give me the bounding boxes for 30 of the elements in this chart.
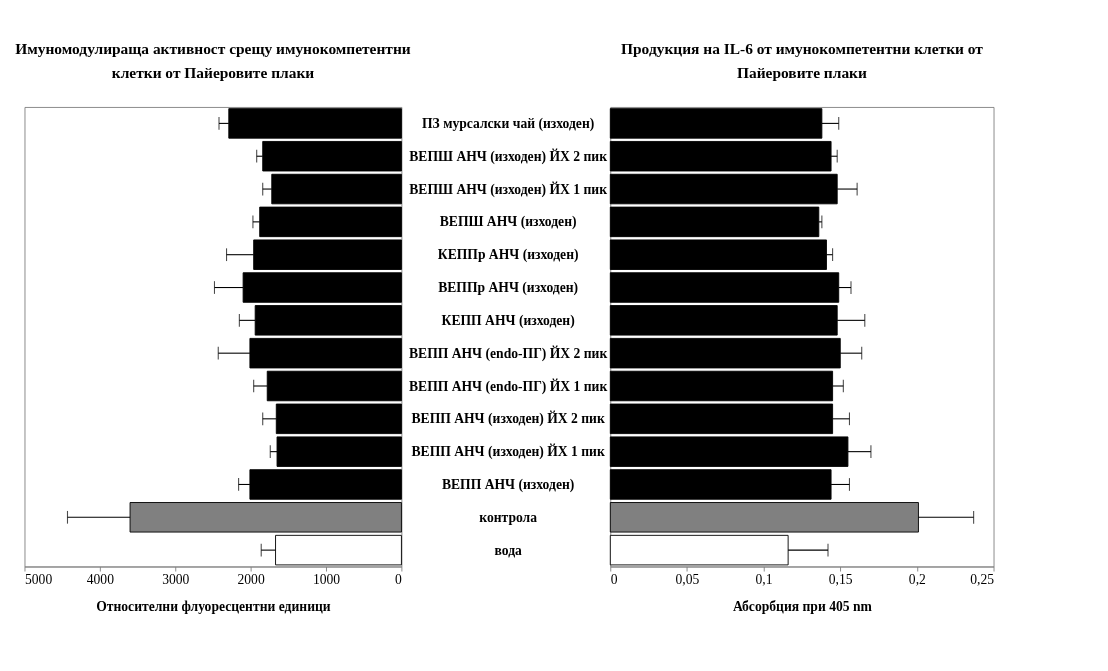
x-tick-label: 0,25	[970, 572, 995, 588]
y-tick-label: ВЕПШ АНЧ (изходен) ЙХ 1 пик	[409, 180, 608, 198]
x-tick-label: 3000	[162, 572, 190, 588]
y-tick-label: ВЕППр АНЧ (изходен)	[438, 280, 579, 297]
y-tick-label: ВЕПП АНЧ (изходен) ЙХ 1 пик	[411, 443, 605, 461]
y-tick-label: ВЕПП АНЧ (изходен) ЙХ 2 пик	[411, 410, 605, 428]
x-tick-label: 0,1	[755, 572, 773, 588]
y-tick-label: ВЕПП АНЧ (endo-ПГ) ЙХ 2 пик	[408, 344, 608, 362]
y-tick-label: ПЗ мурсалски чай (изходен)	[422, 115, 595, 132]
y-tick-label: ВЕПП АНЧ (изходен)	[441, 477, 575, 494]
y-tick-label: ВЕПП АНЧ (endo-ПГ) ЙХ 1 пик	[408, 377, 608, 395]
x-axis-title: Относителни флуоресцентни единици	[96, 598, 331, 614]
y-tick-label: ВЕПШ АНЧ (изходен)	[439, 214, 577, 231]
x-tick-label: 0,15	[828, 572, 853, 588]
x-tick-label: 0	[395, 572, 403, 588]
y-tick-label: КЕППр АНЧ (изходен)	[437, 247, 579, 264]
y-tick-label: контрола	[479, 509, 538, 525]
y-tick-label: вода	[494, 542, 523, 558]
x-tick-label: 2000	[237, 572, 265, 588]
chart-title: Продукция на IL-6 от имунокомпетентни клетки от Пайеровите плаки	[621, 40, 984, 81]
x-tick-label: 5000	[24, 572, 53, 588]
x-tick-label: 0	[610, 572, 618, 588]
chart-title: Имуномодулираща активност срещу имунокомпетентни клетки от Пайеровите плаки	[15, 40, 411, 81]
x-tick-label: 0,05	[675, 572, 700, 588]
x-tick-label: 0,2	[908, 572, 927, 588]
y-tick-label: ВЕПШ АНЧ (изходен) ЙХ 2 пик	[409, 147, 608, 165]
x-tick-label: 1000	[312, 572, 341, 588]
x-tick-label: 4000	[86, 572, 115, 588]
y-tick-label: КЕПП АНЧ (изходен)	[441, 312, 575, 329]
x-axis-title: Абсорбция при 405 nm	[732, 598, 873, 614]
